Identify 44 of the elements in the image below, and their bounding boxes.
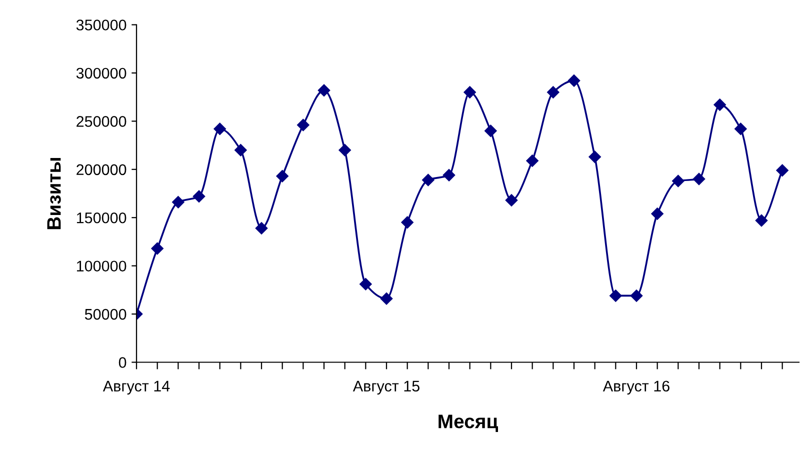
point: [401, 216, 414, 229]
x-tick-label: Август 14: [102, 380, 170, 395]
point: [672, 174, 684, 188]
point: [630, 290, 643, 302]
point: [234, 144, 247, 156]
point: [755, 214, 768, 227]
y-tick-label: 100000: [76, 260, 126, 272]
x-axis-title: Месяц: [438, 414, 498, 432]
y-tick-label: 50000: [84, 308, 126, 320]
x-tick-label: Август 16: [602, 380, 670, 395]
point: [776, 164, 788, 176]
point: [151, 242, 164, 255]
point: [276, 170, 288, 182]
point: [297, 118, 310, 132]
y-tick-label: 300000: [76, 68, 126, 79]
point: [255, 222, 268, 234]
point: [547, 86, 560, 98]
point: [360, 278, 372, 290]
point: [172, 196, 184, 208]
y-tick-label: 200000: [76, 164, 126, 176]
point: [588, 150, 601, 163]
point: [714, 98, 726, 111]
point: [484, 124, 497, 137]
x-tick-label: Август 15: [352, 380, 420, 395]
point: [734, 122, 747, 135]
y-tick-label: 150000: [76, 212, 126, 224]
y-tick-label: 0: [118, 357, 126, 368]
point: [505, 194, 518, 206]
point: [610, 290, 622, 302]
point: [338, 144, 351, 156]
point: [442, 169, 456, 182]
y-tick-label: 350000: [76, 20, 126, 30]
point: [526, 154, 538, 167]
point: [380, 292, 393, 305]
point: [651, 208, 664, 220]
point: [422, 174, 434, 186]
point: [318, 84, 330, 96]
point: [214, 122, 226, 135]
y-tick-label: 250000: [76, 116, 126, 127]
point: [192, 190, 206, 202]
y-axis-title: Визиты: [47, 158, 61, 230]
point: [692, 172, 706, 186]
point: [568, 74, 580, 87]
point: [464, 86, 476, 98]
